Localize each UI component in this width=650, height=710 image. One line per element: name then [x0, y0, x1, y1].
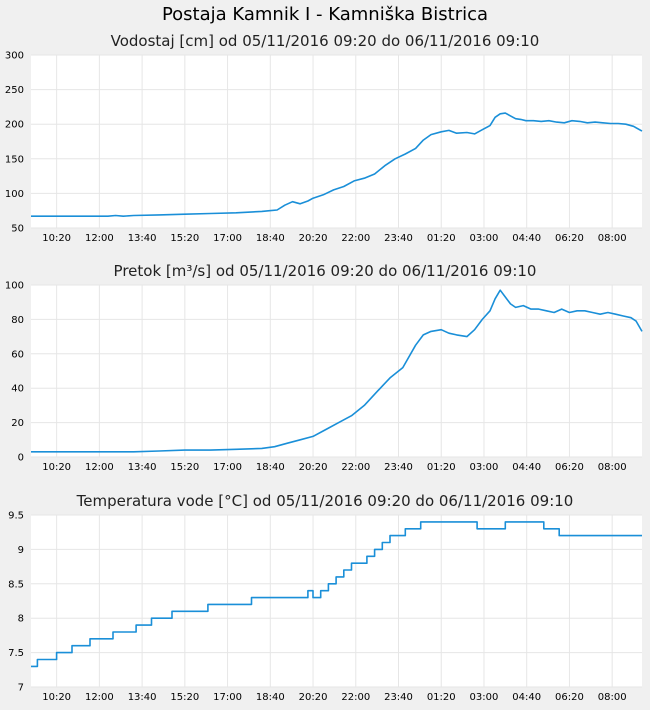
x-tick-label: 01:20	[427, 233, 456, 244]
x-tick-label: 01:20	[427, 692, 456, 703]
x-tick-label: 13:40	[128, 692, 157, 703]
x-tick-label: 04:40	[512, 692, 541, 703]
x-tick-label: 12:00	[85, 462, 114, 473]
x-tick-label: 10:20	[42, 692, 71, 703]
y-tick-label: 80	[11, 315, 24, 326]
chart-panel-3: Temperatura vode [°C] od 05/11/2016 09:2…	[8, 492, 642, 703]
x-tick-label: 18:40	[256, 233, 285, 244]
y-tick-label: 200	[5, 120, 24, 131]
x-tick-label: 23:40	[384, 462, 413, 473]
series-line-vodostaj	[31, 112, 643, 217]
y-tick-label: 100	[5, 281, 24, 292]
y-tick-label: 9	[18, 545, 24, 556]
x-tick-label: 06:20	[555, 692, 584, 703]
y-tick-label: 50	[11, 224, 24, 235]
x-tick-label: 08:00	[598, 692, 627, 703]
x-tick-label: 17:00	[213, 692, 242, 703]
plot-area	[31, 285, 642, 457]
x-tick-label: 15:20	[170, 233, 199, 244]
x-tick-label: 20:20	[299, 692, 328, 703]
x-tick-label: 08:00	[598, 462, 627, 473]
y-tick-label: 7.5	[8, 648, 24, 659]
x-tick-label: 22:00	[341, 462, 370, 473]
y-tick-label: 8	[18, 614, 24, 625]
chart-panel-1: Vodostaj [cm] od 05/11/2016 09:20 do 06/…	[5, 32, 643, 244]
x-tick-label: 15:20	[170, 462, 199, 473]
x-tick-label: 22:00	[341, 692, 370, 703]
x-tick-label: 17:00	[213, 462, 242, 473]
x-tick-label: 03:00	[470, 233, 499, 244]
y-tick-label: 250	[5, 85, 24, 96]
y-tick-label: 60	[11, 349, 24, 360]
x-tick-label: 18:40	[256, 692, 285, 703]
plot-area	[31, 55, 642, 228]
charts-container: Vodostaj [cm] od 05/11/2016 09:20 do 06/…	[5, 32, 643, 703]
x-tick-label: 17:00	[213, 233, 242, 244]
x-tick-label: 06:20	[555, 233, 584, 244]
x-tick-label: 20:20	[299, 233, 328, 244]
y-tick-label: 150	[5, 154, 24, 165]
y-tick-label: 20	[11, 418, 24, 429]
x-tick-label: 04:40	[512, 462, 541, 473]
y-tick-label: 0	[18, 453, 24, 464]
y-tick-label: 100	[5, 189, 24, 200]
x-tick-label: 15:20	[170, 692, 199, 703]
chart-title: Vodostaj [cm] od 05/11/2016 09:20 do 06/…	[111, 32, 540, 50]
series-line-temperatura	[31, 521, 642, 668]
series-line-pretok	[31, 289, 643, 453]
x-tick-label: 12:00	[85, 233, 114, 244]
chart-title: Temperatura vode [°C] od 05/11/2016 09:2…	[76, 492, 574, 510]
x-tick-label: 03:00	[470, 692, 499, 703]
x-tick-label: 13:40	[128, 462, 157, 473]
y-tick-label: 8.5	[8, 579, 24, 590]
x-tick-label: 23:40	[384, 233, 413, 244]
page-title: Postaja Kamnik I - Kamniška Bistrica	[162, 4, 488, 25]
x-tick-label: 20:20	[299, 462, 328, 473]
x-tick-label: 13:40	[128, 233, 157, 244]
x-tick-label: 22:00	[341, 233, 370, 244]
x-tick-label: 01:20	[427, 462, 456, 473]
x-tick-label: 04:40	[512, 233, 541, 244]
x-tick-label: 06:20	[555, 462, 584, 473]
x-tick-label: 18:40	[256, 462, 285, 473]
y-tick-label: 7	[18, 683, 24, 694]
x-tick-label: 23:40	[384, 692, 413, 703]
x-tick-label: 10:20	[42, 233, 71, 244]
chart-title: Pretok [m³/s] od 05/11/2016 09:20 do 06/…	[114, 262, 537, 280]
chart-panel-2: Pretok [m³/s] od 05/11/2016 09:20 do 06/…	[5, 262, 643, 473]
x-tick-label: 08:00	[598, 233, 627, 244]
y-tick-label: 40	[11, 384, 24, 395]
y-tick-label: 9.5	[8, 511, 24, 522]
x-tick-label: 12:00	[85, 692, 114, 703]
y-tick-label: 300	[5, 51, 24, 62]
x-tick-label: 10:20	[42, 462, 71, 473]
plot-area	[31, 515, 642, 687]
x-tick-label: 03:00	[470, 462, 499, 473]
